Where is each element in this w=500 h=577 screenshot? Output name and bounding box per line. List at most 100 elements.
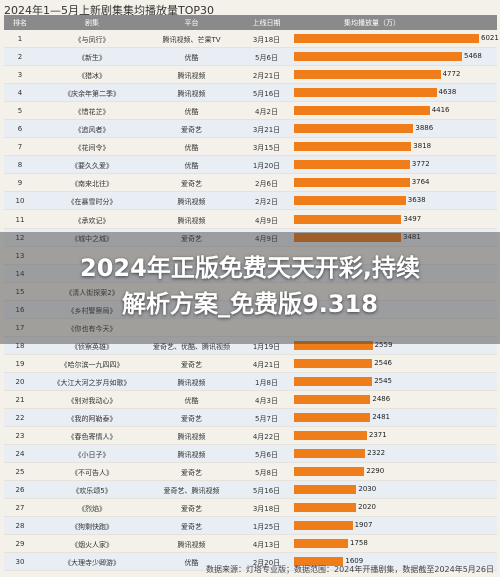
platform-cell: 优酷 (184, 54, 199, 63)
platform-cell: 爱奇艺 (181, 360, 202, 369)
platform-cell: 腾讯视频 (177, 90, 206, 99)
rank-cell: 10 (15, 197, 25, 206)
platform-cell: 腾讯视频 (177, 198, 206, 207)
table-row: 19 《哈尔滨一九四四》 爱奇艺 4月21日 2546 (4, 355, 497, 373)
date-cell: 3月18日 (252, 505, 281, 514)
date-cell: 5月8日 (255, 469, 278, 478)
value-bar (294, 376, 373, 386)
table-row: 1 《与凤行》 腾讯视频、芒果TV 3月18日 6021 (4, 30, 499, 48)
date-cell: 5月6日 (255, 451, 278, 460)
value-label: 1907 (354, 521, 373, 530)
rank-cell: 2 (17, 53, 23, 62)
drama-cell: 《大理寺少卿游》 (64, 559, 120, 568)
date-cell: 4月21日 (252, 360, 281, 369)
platform-cell: 爱奇艺、优酷、腾讯视频 (153, 342, 230, 351)
table-row: 18 《侦察英雄》 爱奇艺、优酷、腾讯视频 1月19日 2559 (4, 336, 497, 355)
value-label: 3638 (407, 196, 426, 205)
rank-cell: 17 (15, 323, 25, 332)
rank-cell: 23 (15, 432, 25, 441)
rank-cell: 27 (15, 504, 25, 513)
drama-cell: 《哈尔滨一九四四》 (60, 360, 124, 369)
platform-cell: 腾讯视频 (177, 378, 206, 387)
rank-cell: 21 (15, 396, 25, 404)
table-row: 16 《乡村警察局》 (4, 300, 497, 319)
table-row: 23 《春色寄情人》 腾讯视频 4月22日 2371 (4, 427, 497, 446)
drama-cell: 《烈焰》 (78, 505, 106, 514)
table-row: 27 《烈焰》 爱奇艺 3月18日 2020 (4, 499, 497, 518)
value-label: 2546 (374, 358, 393, 367)
rank-cell: 6 (17, 125, 23, 134)
headline: 2024年正版免费天天开彩,持续 解析方案_免费版9.318 (0, 250, 500, 322)
table-row: 13 (4, 247, 497, 265)
platform-cell: 优酷 (184, 559, 199, 568)
platform-cell: 腾讯视频 (177, 541, 206, 550)
table-row: 11 《承欢记》 腾讯视频 4月9日 3497 (4, 211, 497, 229)
table-row: 14 (4, 264, 497, 283)
rank-cell: 13 (15, 251, 25, 260)
rank-cell: 22 (15, 414, 25, 423)
date-cell: 5月7日 (255, 415, 278, 424)
rank-cell: 9 (17, 179, 23, 188)
table-row: 10 《在暴雪时分》 腾讯视频 2月2日 3638 (4, 192, 497, 211)
drama-cell: 《狗剩快跑》 (71, 523, 113, 532)
drama-cell: 《春色寄情人》 (67, 433, 117, 442)
value-label: 2371 (368, 431, 387, 440)
rank-cell: 18 (15, 341, 25, 350)
platform-cell: 腾讯视频、芒果TV (162, 36, 221, 44)
value-bar (294, 521, 353, 531)
table-row: 30 《大理寺少卿游》 优酷 2月20日 1609 (4, 553, 497, 572)
drama-cell: 《烟火人家》 (71, 541, 113, 550)
value-label: 2559 (374, 340, 393, 349)
platform-cell: 优酷 (184, 397, 199, 405)
table-row: 15 《清人街探案2》 (4, 283, 497, 301)
data-source-footer: 数据来源：灯塔专业版；数据范围：2024年开播剧集，数据截至2024年5月26日 (206, 565, 494, 574)
date-cell: 4月9日 (255, 234, 278, 243)
rank-cell: 29 (15, 540, 25, 549)
table-row: 20 《大江大河之岁月如歌》 腾讯视频 1月8日 2545 (4, 372, 497, 391)
platform-cell: 腾讯视频 (177, 451, 206, 460)
platform-cell: 爱奇艺 (181, 523, 202, 532)
rank-cell: 26 (15, 486, 25, 495)
date-cell: 2月6日 (255, 180, 278, 189)
value-bar (294, 196, 406, 206)
rank-cell: 4 (17, 89, 23, 98)
value-label: 2481 (372, 413, 391, 422)
drama-cell: 《欢乐颂5》 (72, 487, 112, 496)
value-label: 3497 (403, 214, 422, 223)
chart-title: 2024年1—5月上新剧集集均播放量TOP30 (4, 4, 214, 17)
value-label: 2486 (372, 395, 391, 403)
value-label: 3481 (403, 232, 421, 241)
rank-cell: 12 (15, 233, 25, 242)
value-bar (294, 413, 371, 423)
drama-cell: 《大江大河之岁月如歌》 (53, 378, 131, 387)
value-bar (294, 557, 344, 567)
value-label: 4638 (438, 88, 457, 97)
platform-cell: 优酷 (184, 108, 199, 117)
value-bar (294, 485, 357, 495)
rank-cell: 14 (15, 269, 25, 278)
value-bar (294, 431, 367, 441)
platform-cell: 爱奇艺 (181, 415, 202, 424)
headline-line-1: 2024年正版免费天天开彩,持续 (80, 254, 420, 282)
table-row: 26 《欢乐颂5》 爱奇艺、腾讯视频 5月16日 2030 (4, 481, 497, 500)
headline-overlay (0, 232, 500, 344)
table-row: 21 《别对我动心》 优酷 4月3日 2486 (4, 391, 497, 409)
platform-cell: 优酷 (184, 144, 199, 153)
value-bar (294, 467, 365, 477)
table-row: 3 《猎冰》 腾讯视频 2月21日 4772 (4, 66, 497, 85)
value-label: 5468 (464, 52, 482, 61)
table-row: 2 《新生》 优酷 5月6日 5468 (4, 48, 497, 67)
platform-cell: 爱奇艺 (181, 505, 202, 514)
drama-cell: 《南来北往》 (71, 180, 113, 189)
drama-cell: 《别对我动心》 (67, 397, 117, 405)
date-cell: 1月8日 (255, 378, 278, 387)
platform-cell: 爱奇艺 (181, 126, 202, 135)
date-cell: 1月25日 (252, 523, 281, 532)
drama-cell: 《侦察英雄》 (71, 342, 113, 351)
value-bar (294, 178, 410, 188)
header-drama: 剧集 (85, 19, 99, 27)
drama-cell: 《乡村警察局》 (67, 306, 117, 315)
date-cell: 3月15日 (252, 144, 281, 153)
platform-cell: 爱奇艺 (181, 180, 202, 189)
drama-cell: 《承欢记》 (74, 216, 110, 225)
